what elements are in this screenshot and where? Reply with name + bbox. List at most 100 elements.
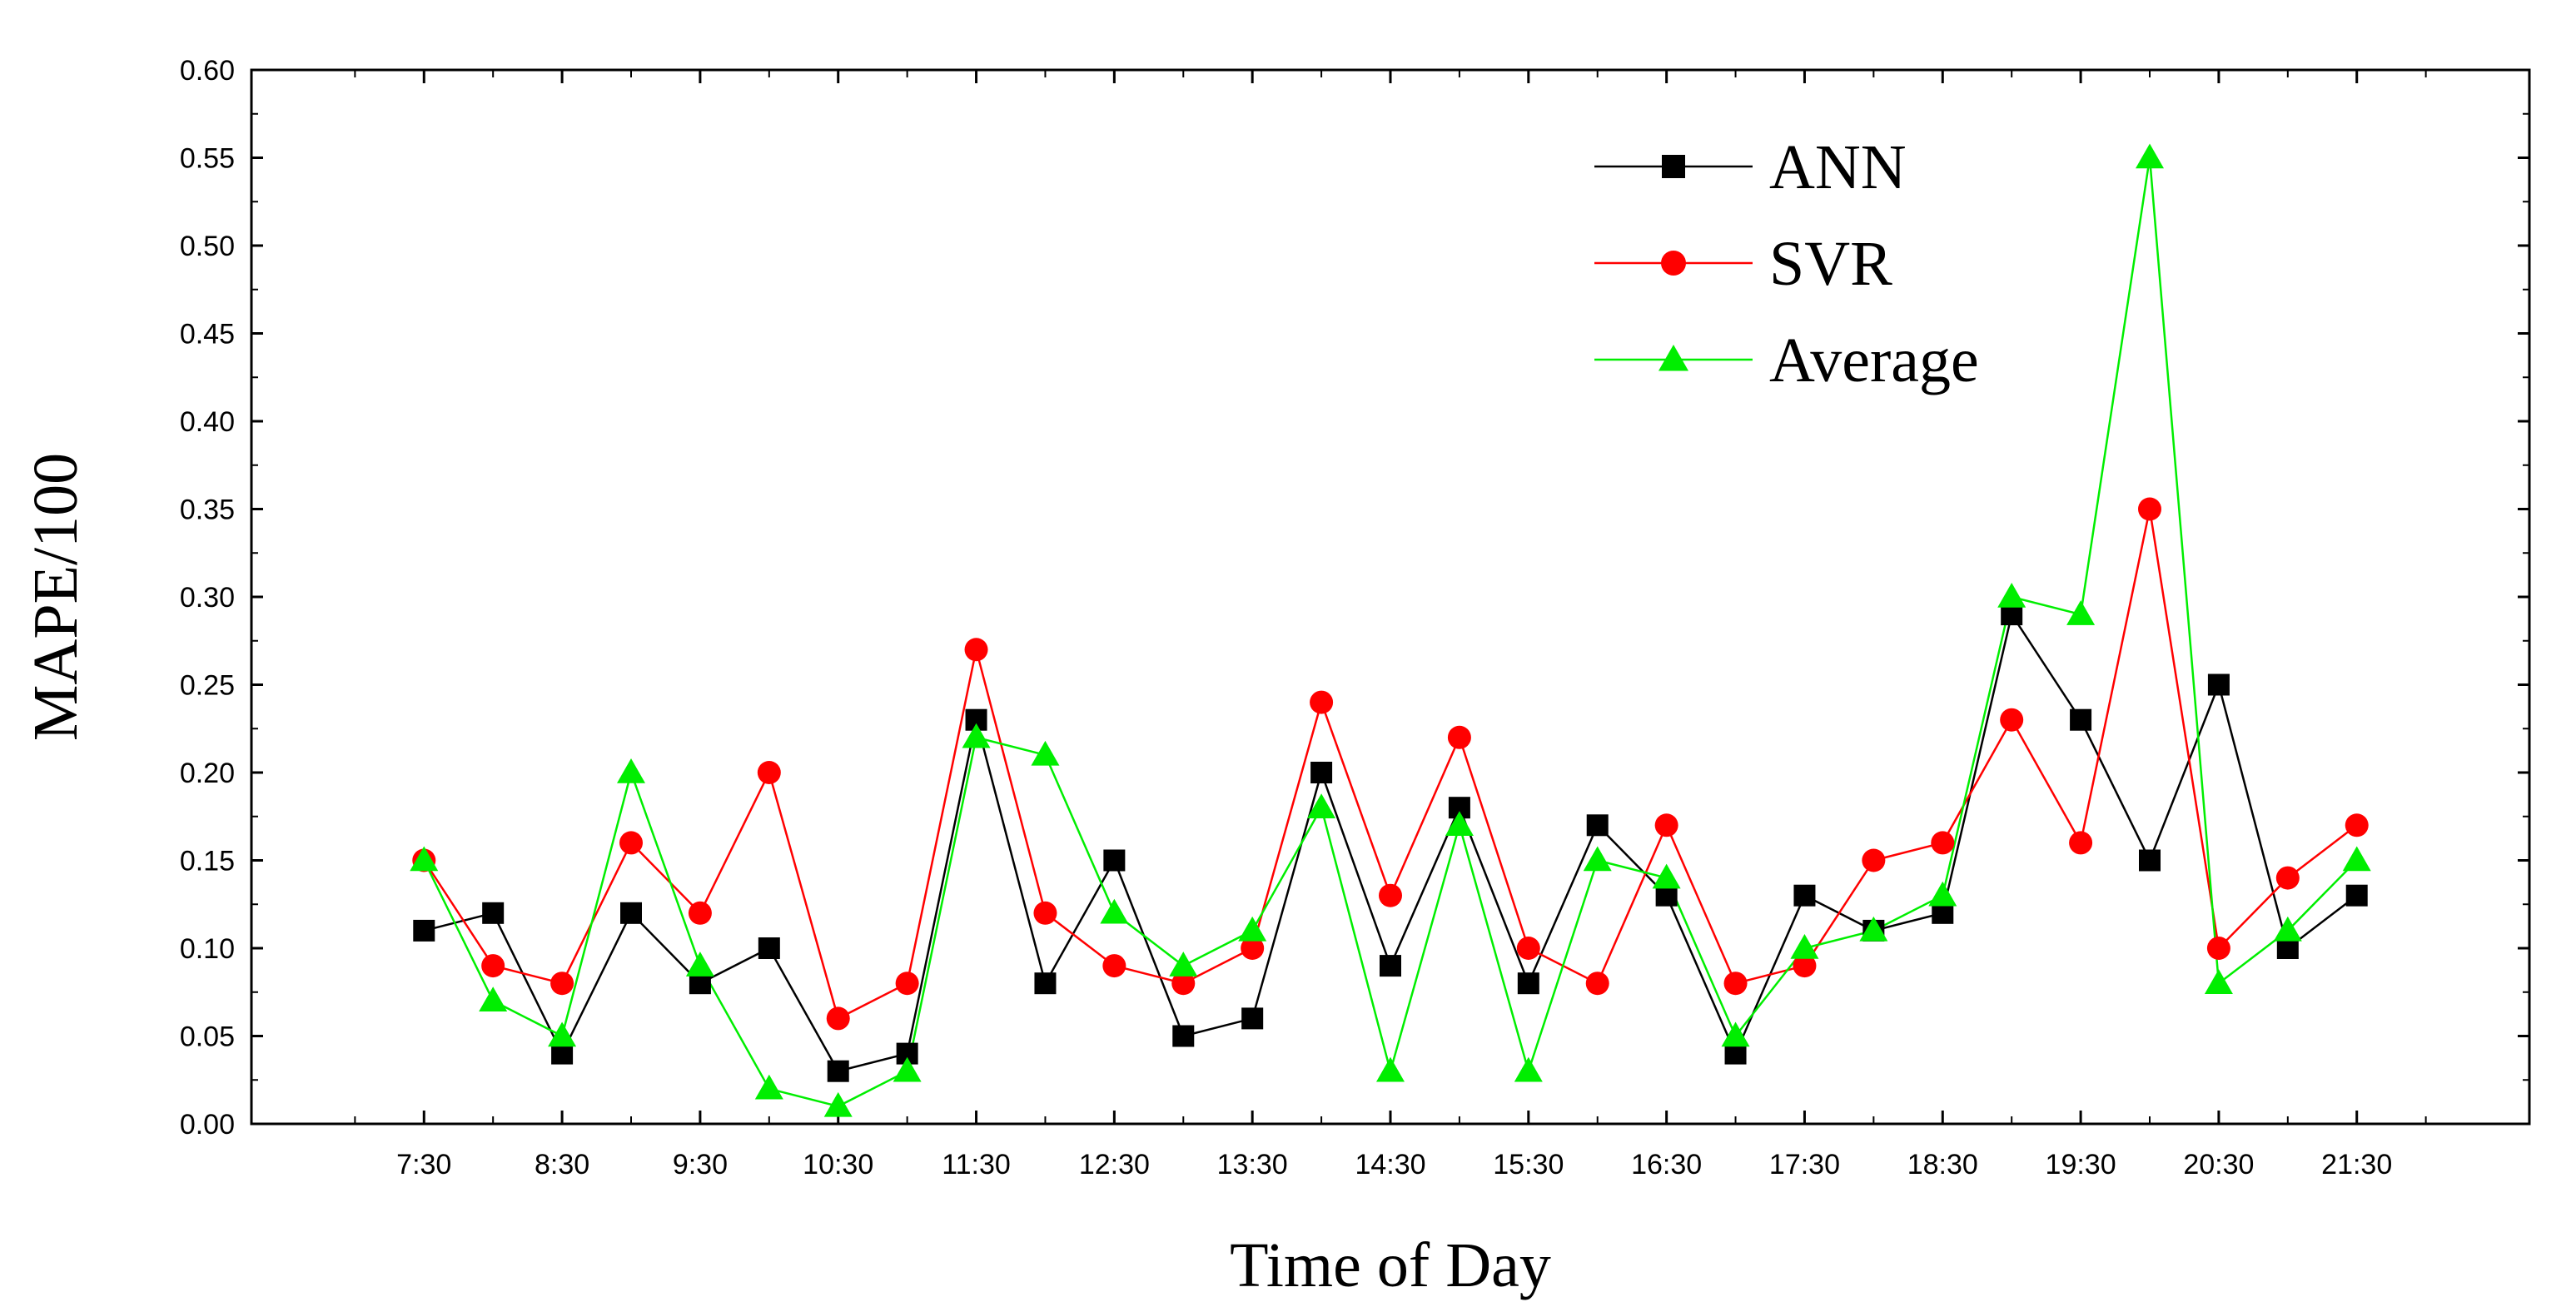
y-tick-label: 0.50 [180, 231, 235, 262]
data-point-average [1169, 952, 1197, 977]
data-point-average [686, 952, 714, 977]
series-ann [424, 614, 2356, 1071]
y-tick-label: 0.55 [180, 143, 235, 175]
x-tick-label: 18:30 [1907, 1149, 1978, 1180]
data-point-average [1238, 917, 1266, 942]
y-axis: 0.00 0.05 0.10 0.15 0.20 0.25 0.30 0.35 0.40 0.45… [180, 55, 2529, 1141]
data-point-ann [1034, 972, 1056, 994]
data-point-svr [481, 954, 505, 977]
legend-label-ann: ANN [1769, 132, 1907, 202]
y-tick-label: 0.05 [180, 1021, 235, 1053]
data-point-average [2343, 847, 2371, 872]
data-point-svr [2138, 498, 2161, 521]
data-point-svr [896, 972, 919, 995]
data-point-average [2136, 144, 2164, 169]
y-tick-label: 0.20 [180, 758, 235, 789]
data-point-ann [1103, 850, 1125, 872]
data-point-ann [2139, 850, 2161, 872]
data-point-average [2205, 969, 2233, 994]
markers-svr [412, 498, 2368, 1031]
y-tick-label: 0.25 [180, 670, 235, 702]
y-tick-label: 0.35 [180, 494, 235, 526]
data-point-ann [482, 902, 504, 924]
series-layer [410, 144, 2370, 1117]
data-point-ann [1310, 762, 1332, 783]
legend-item-ann: ANN [1594, 132, 1907, 202]
x-axis-title: Time of Day [1230, 1230, 1551, 1300]
data-point-ann [1587, 814, 1609, 836]
data-point-ann [2346, 885, 2368, 907]
data-point-average [1928, 882, 1957, 907]
data-point-svr [965, 638, 988, 661]
x-tick-label: 12:30 [1079, 1149, 1150, 1180]
data-point-average [1100, 899, 1128, 924]
series-line-ann [424, 614, 2356, 1071]
y-tick-label: 0.45 [180, 319, 235, 350]
x-tick-label: 16:30 [1631, 1149, 1702, 1180]
data-point-svr [2207, 937, 2230, 960]
data-point-svr [550, 972, 574, 995]
y-axis-title: MAPE/100 [21, 453, 91, 741]
data-point-ann [1793, 885, 1815, 907]
data-point-ann [2070, 709, 2091, 731]
data-point-svr [2276, 867, 2300, 890]
x-tick-label: 19:30 [2046, 1149, 2116, 1180]
data-point-svr [2345, 813, 2369, 837]
legend-marker-ann [1662, 155, 1685, 178]
y-tick-label: 0.00 [180, 1109, 235, 1141]
data-point-average [1376, 1057, 1405, 1082]
x-tick-label: 10:30 [803, 1149, 873, 1180]
legend-item-average: Average [1594, 326, 1979, 395]
data-point-ann [1172, 1026, 1194, 1047]
x-tick-label: 21:30 [2321, 1149, 2392, 1180]
data-point-svr [689, 902, 712, 925]
x-tick-label: 8:30 [535, 1149, 589, 1180]
series-svr [424, 509, 2356, 1019]
data-point-average [755, 1075, 783, 1100]
y-tick-label: 0.10 [180, 933, 235, 965]
data-point-svr [1724, 972, 1748, 995]
legend-item-svr: SVR [1594, 229, 1892, 299]
data-point-svr [619, 831, 643, 854]
data-point-svr [1102, 954, 1126, 977]
data-point-ann [620, 902, 642, 924]
data-point-svr [2000, 708, 2023, 732]
data-point-svr [1931, 831, 1954, 854]
mape-line-chart: 0.00 0.05 0.10 0.15 0.20 0.25 0.30 0.35 0.40 0.45… [0, 0, 2576, 1312]
data-point-average [1514, 1057, 1543, 1082]
legend-label-average: Average [1769, 326, 1979, 395]
legend-marker-svr [1661, 251, 1686, 276]
legend-label-svr: SVR [1769, 229, 1892, 299]
data-point-svr [827, 1006, 850, 1030]
x-tick-label: 20:30 [2183, 1149, 2254, 1180]
data-point-average [617, 758, 645, 783]
x-tick-label: 15:30 [1493, 1149, 1564, 1180]
data-point-svr [1655, 813, 1678, 837]
data-point-svr [758, 761, 781, 784]
x-tick-label: 13:30 [1217, 1149, 1288, 1180]
data-point-average [479, 986, 507, 1011]
data-point-average [1997, 583, 2026, 608]
data-point-ann [1241, 1007, 1263, 1029]
data-point-ann [2208, 674, 2230, 696]
x-tick-label: 7:30 [396, 1149, 451, 1180]
data-point-ann [828, 1061, 849, 1082]
y-tick-label: 0.15 [180, 846, 235, 877]
y-tick-label: 0.40 [180, 406, 235, 438]
data-point-svr [1586, 972, 1609, 995]
series-line-svr [424, 509, 2356, 1019]
x-tick-label: 11:30 [942, 1149, 1011, 1180]
x-tick-label: 14:30 [1355, 1149, 1425, 1180]
legend: ANN SVR Average [1594, 132, 1979, 395]
data-point-svr [1310, 691, 1333, 714]
x-axis: 7:30 8:30 9:30 10:30 11:30 12:30 13:30 14:30 15:… [355, 70, 2425, 1180]
data-point-ann [1380, 955, 1401, 977]
data-point-ann [758, 937, 780, 959]
data-point-svr [1862, 849, 1885, 872]
data-point-svr [1448, 726, 1471, 749]
data-point-svr [1517, 937, 1540, 960]
y-tick-label: 0.30 [180, 582, 235, 614]
data-point-ann [413, 920, 435, 942]
legend-marker-average [1658, 345, 1688, 371]
data-point-svr [1379, 884, 1402, 907]
